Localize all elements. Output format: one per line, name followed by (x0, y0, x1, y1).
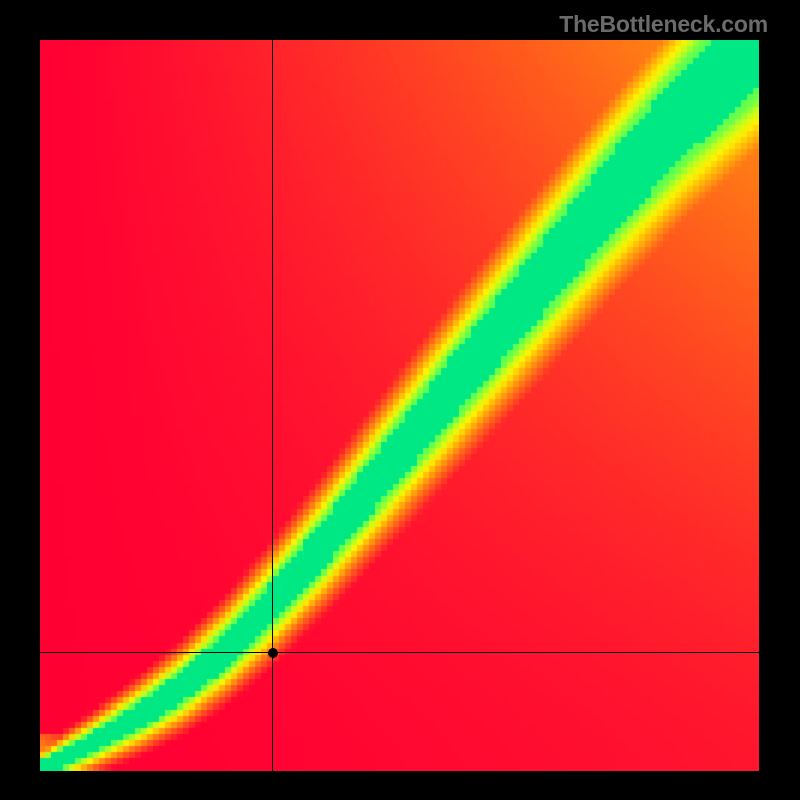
crosshair-vertical (272, 40, 273, 771)
heatmap-plot (40, 40, 759, 771)
crosshair-horizontal (40, 652, 759, 653)
heatmap-canvas (40, 40, 759, 771)
watermark-text: TheBottleneck.com (559, 11, 768, 38)
chart-container: TheBottleneck.com (0, 0, 800, 800)
crosshair-marker-dot (268, 648, 278, 658)
